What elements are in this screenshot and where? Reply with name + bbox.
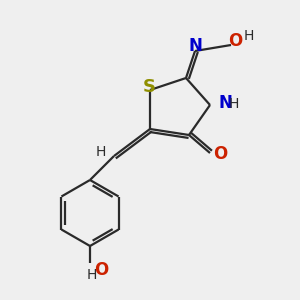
Text: O: O xyxy=(94,261,109,279)
Text: N: N xyxy=(218,94,232,112)
Text: O: O xyxy=(228,32,243,50)
Text: H: H xyxy=(244,29,254,43)
Text: O: O xyxy=(213,146,228,164)
Text: H: H xyxy=(229,97,239,110)
Text: H: H xyxy=(95,145,106,158)
Text: N: N xyxy=(188,38,202,56)
Text: S: S xyxy=(143,78,156,96)
Text: H: H xyxy=(86,268,97,282)
